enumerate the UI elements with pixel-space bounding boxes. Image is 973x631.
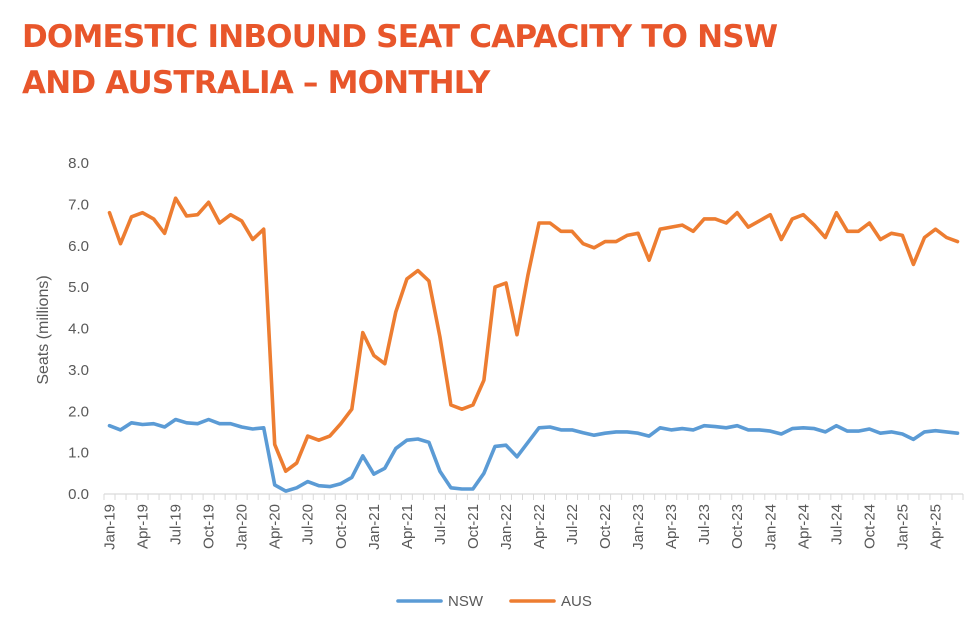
x-tick-label: Jan-25 (894, 504, 911, 550)
x-tick-label: Jul-22 (564, 504, 581, 545)
legend: NSW AUS (396, 593, 592, 610)
x-tick-label: Jan-20 (234, 504, 251, 550)
x-tick-label: Oct-22 (597, 504, 614, 549)
x-tick-label: Jul-20 (300, 504, 317, 545)
x-tick-label: Oct-23 (729, 504, 746, 549)
y-tick-label: 4.0 (68, 321, 89, 338)
page-title: DOMESTIC INBOUND SEAT CAPACITY TO NSW AN… (22, 14, 922, 106)
y-axis-title: Seats (millions) (35, 275, 52, 384)
x-tick-label: Apr-22 (531, 504, 548, 549)
x-tick-label: Apr-23 (663, 504, 680, 549)
y-tick-label: 7.0 (68, 196, 89, 213)
legend-label-aus: AUS (561, 593, 592, 610)
x-tick-label: Jul-23 (696, 504, 713, 545)
x-tick-label: Jan-22 (498, 504, 515, 550)
y-tick-label: 6.0 (68, 238, 89, 255)
x-tick-label: Oct-20 (333, 504, 350, 549)
title-line-1: DOMESTIC INBOUND SEAT CAPACITY TO NSW (22, 19, 778, 55)
x-tick-label: Jul-24 (828, 504, 845, 545)
x-tick-label: Jan-19 (102, 504, 119, 550)
series-line-aus (107, 196, 960, 474)
x-tick-label: Jul-21 (432, 504, 449, 545)
y-tick-label: 2.0 (68, 403, 89, 420)
x-tick-label: Apr-24 (795, 504, 812, 549)
x-tick-label: Apr-21 (399, 504, 416, 549)
y-tick-label: 3.0 (68, 362, 89, 379)
x-tick-label: Apr-25 (927, 504, 944, 549)
title-line-2: AND AUSTRALIA – MONTHLY (22, 65, 490, 101)
y-axis-ticks: 0.0 1.0 2.0 3.0 4.0 5.0 6.0 7.0 8.0 (68, 155, 89, 503)
x-tick-label: Jan-21 (366, 504, 383, 550)
legend-label-nsw: NSW (448, 593, 484, 610)
x-tick-label: Jan-24 (762, 504, 779, 550)
x-tick-label: Jan-23 (630, 504, 647, 550)
x-tick-label: Oct-21 (465, 504, 482, 549)
x-tick-label: Oct-19 (201, 504, 218, 549)
x-axis: Jan-19 Apr-19 Jul-19 Oct-19 Jan-20 Apr-20 Jul-… (102, 493, 964, 550)
x-tick-label: Apr-19 (135, 504, 152, 549)
x-tick-label: Apr-20 (267, 504, 284, 549)
y-tick-label: 1.0 (68, 445, 89, 462)
x-tick-label: Oct-24 (861, 504, 878, 549)
y-tick-label: 0.0 (68, 486, 89, 503)
y-tick-label: 5.0 (68, 279, 89, 296)
y-tick-label: 8.0 (68, 155, 89, 172)
series-line-nsw (107, 417, 960, 493)
x-tick-label: Jul-19 (168, 504, 185, 545)
series-lines (107, 196, 960, 493)
